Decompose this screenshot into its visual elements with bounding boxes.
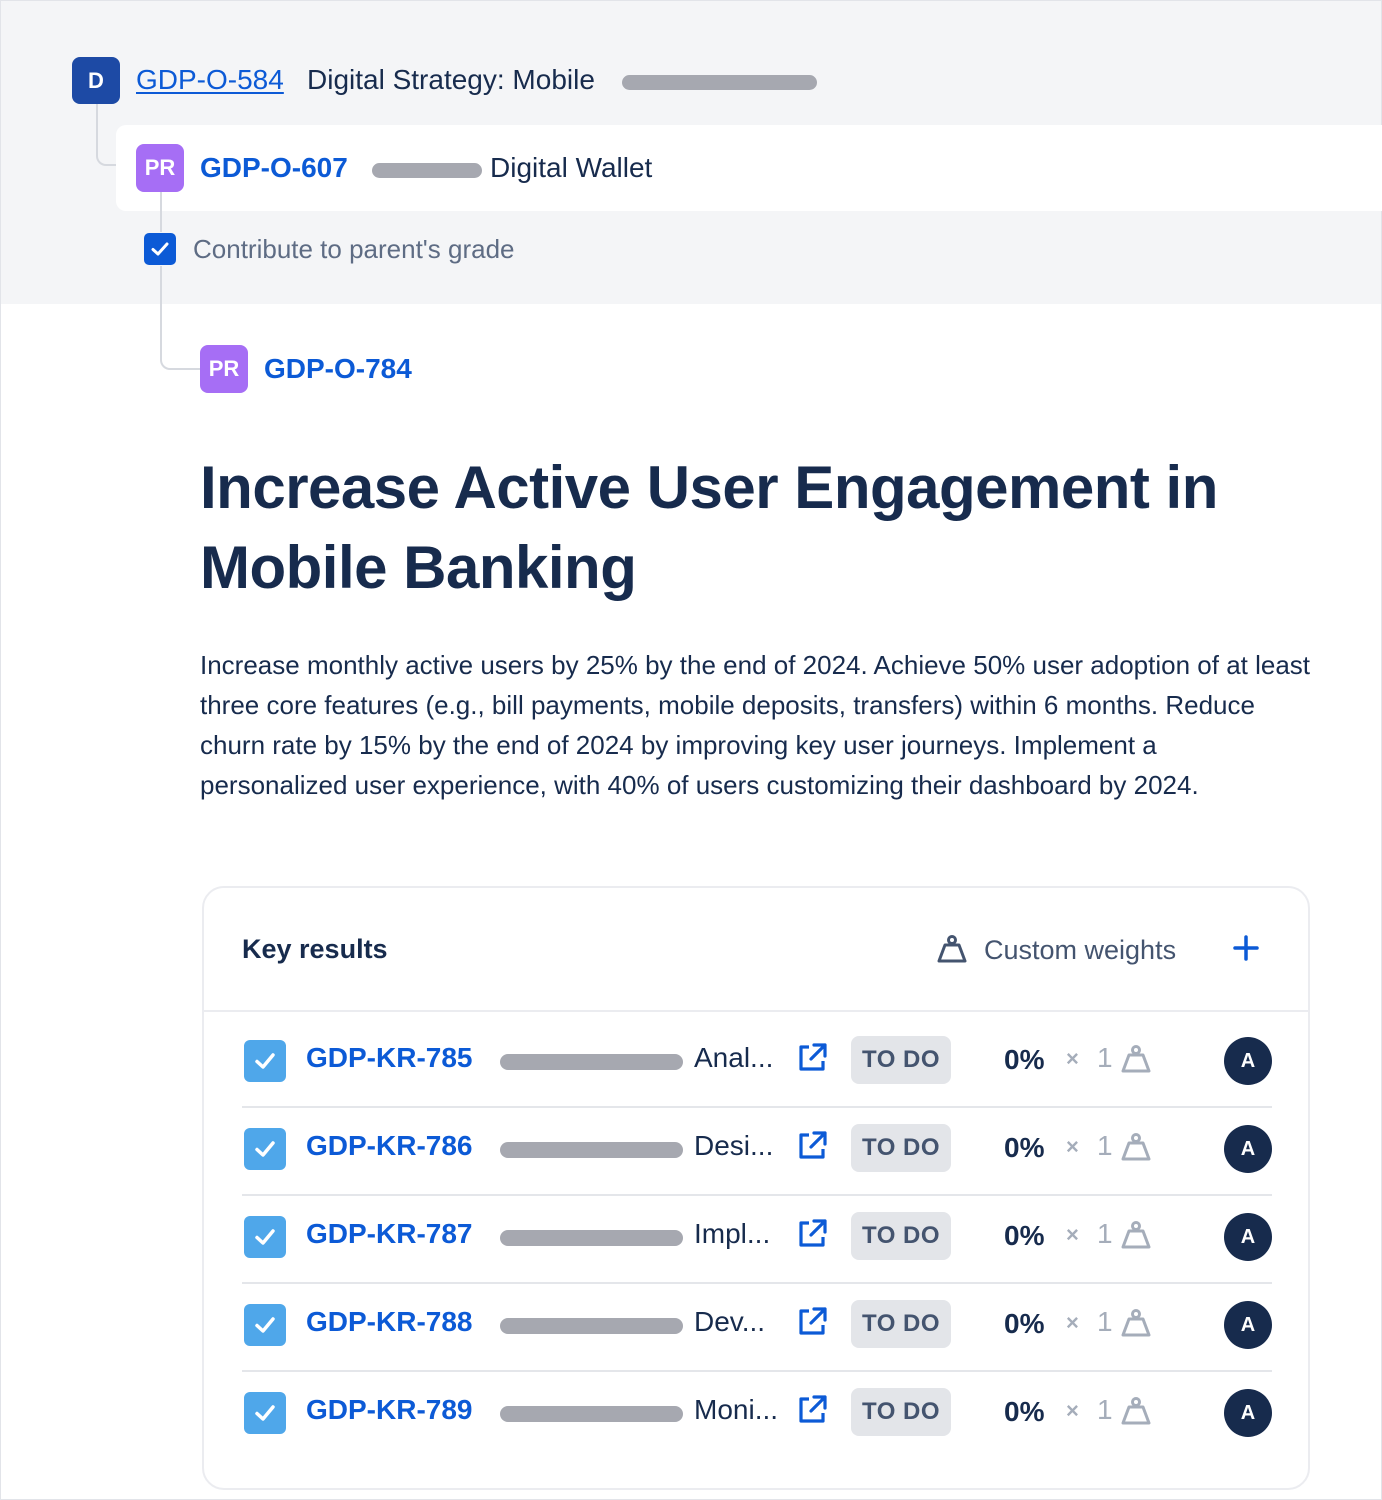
key-result-row[interactable]: GDP-KR-785 Anal... TO DO 0% × 1 A bbox=[242, 1020, 1272, 1108]
key-result-key-link[interactable]: GDP-KR-787 bbox=[306, 1218, 473, 1249]
current-objective-badge: PR bbox=[200, 345, 248, 393]
parent-objective-badge: PR bbox=[136, 144, 184, 192]
redacted-text bbox=[500, 1054, 683, 1070]
key-result-summary: Moni... bbox=[694, 1394, 779, 1425]
key-result-weight[interactable]: 1 bbox=[1097, 1130, 1113, 1161]
root-objective-title: Digital Strategy: Mobile bbox=[307, 64, 595, 95]
weight-icon bbox=[1121, 1397, 1151, 1425]
custom-weights-button[interactable]: Custom weights bbox=[934, 932, 1176, 968]
redacted-text bbox=[500, 1230, 683, 1246]
tree-connector bbox=[160, 266, 200, 370]
key-result-key-link[interactable]: GDP-KR-789 bbox=[306, 1394, 473, 1425]
status-badge[interactable]: TO DO bbox=[851, 1300, 951, 1348]
parent-objective-card[interactable] bbox=[116, 125, 1382, 211]
checkmark-icon bbox=[255, 1053, 275, 1069]
key-result-progress: 0% bbox=[1004, 1132, 1045, 1163]
key-result-checkbox[interactable] bbox=[244, 1040, 286, 1082]
key-result-checkbox[interactable] bbox=[244, 1304, 286, 1346]
root-objective-key-link[interactable]: GDP-O-584 bbox=[136, 64, 284, 95]
key-result-weight[interactable]: 1 bbox=[1097, 1306, 1113, 1337]
checkmark-icon bbox=[255, 1317, 275, 1333]
external-link-icon[interactable] bbox=[794, 1304, 830, 1340]
checkmark-icon bbox=[151, 242, 169, 256]
key-result-checkbox[interactable] bbox=[244, 1392, 286, 1434]
key-result-checkbox[interactable] bbox=[244, 1128, 286, 1170]
tree-connector bbox=[160, 192, 162, 232]
plus-icon bbox=[1233, 935, 1259, 961]
external-link-icon[interactable] bbox=[794, 1040, 830, 1076]
checkmark-icon bbox=[255, 1229, 275, 1245]
key-result-key-link[interactable]: GDP-KR-786 bbox=[306, 1130, 473, 1161]
assignee-avatar[interactable]: A bbox=[1224, 1125, 1272, 1173]
key-result-key-link[interactable]: GDP-KR-785 bbox=[306, 1042, 473, 1073]
key-result-progress: 0% bbox=[1004, 1396, 1045, 1427]
external-link-icon[interactable] bbox=[794, 1128, 830, 1164]
assignee-avatar[interactable]: A bbox=[1224, 1389, 1272, 1437]
key-result-key-link[interactable]: GDP-KR-788 bbox=[306, 1306, 473, 1337]
redacted-text bbox=[500, 1406, 683, 1422]
key-result-progress: 0% bbox=[1004, 1220, 1045, 1251]
assignee-avatar[interactable]: A bbox=[1224, 1213, 1272, 1261]
row-divider bbox=[242, 1282, 1272, 1284]
root-objective-badge: D bbox=[72, 57, 120, 104]
key-result-weight[interactable]: 1 bbox=[1097, 1042, 1113, 1073]
weight-icon bbox=[1121, 1309, 1151, 1337]
key-result-progress: 0% bbox=[1004, 1308, 1045, 1339]
key-result-summary: Anal... bbox=[694, 1042, 774, 1073]
key-result-progress: 0% bbox=[1004, 1044, 1045, 1075]
assignee-avatar[interactable]: A bbox=[1224, 1037, 1272, 1085]
key-result-row[interactable]: GDP-KR-786 Desi... TO DO 0% × 1 A bbox=[242, 1108, 1272, 1196]
key-results-panel: Key results Custom weights GDP-KR-785 An… bbox=[202, 886, 1310, 1490]
status-badge[interactable]: TO DO bbox=[851, 1388, 951, 1436]
multiply-symbol: × bbox=[1066, 1398, 1079, 1423]
multiply-symbol: × bbox=[1066, 1222, 1079, 1247]
parent-objective-title: Digital Wallet bbox=[490, 152, 653, 183]
redacted-text bbox=[500, 1318, 683, 1334]
row-divider bbox=[242, 1194, 1272, 1196]
external-link-icon[interactable] bbox=[794, 1216, 830, 1252]
multiply-symbol: × bbox=[1066, 1310, 1079, 1335]
key-result-row[interactable]: GDP-KR-787 Impl... TO DO 0% × 1 A bbox=[242, 1196, 1272, 1284]
row-divider bbox=[242, 1370, 1272, 1372]
key-result-weight[interactable]: 1 bbox=[1097, 1218, 1113, 1249]
key-result-row[interactable]: GDP-KR-789 Moni... TO DO 0% × 1 A bbox=[242, 1372, 1272, 1460]
checkmark-icon bbox=[255, 1405, 275, 1421]
multiply-symbol: × bbox=[1066, 1046, 1079, 1071]
key-result-summary: Dev... bbox=[694, 1306, 766, 1337]
divider bbox=[204, 1010, 1308, 1012]
key-result-summary: Desi... bbox=[694, 1130, 774, 1161]
status-badge[interactable]: TO DO bbox=[851, 1124, 951, 1172]
status-badge[interactable]: TO DO bbox=[851, 1036, 951, 1084]
key-result-weight[interactable]: 1 bbox=[1097, 1394, 1113, 1425]
objective-title[interactable]: Increase Active User Engagement in Mobil… bbox=[200, 454, 1218, 601]
objective-description[interactable]: Increase monthly active users by 25% by … bbox=[200, 650, 1311, 800]
weight-icon bbox=[1121, 1133, 1151, 1161]
custom-weights-label: Custom weights bbox=[984, 934, 1177, 965]
add-key-result-button[interactable] bbox=[1228, 928, 1264, 968]
redacted-text bbox=[622, 75, 817, 90]
redacted-text bbox=[372, 163, 482, 178]
row-divider bbox=[242, 1106, 1272, 1108]
contribute-checkbox[interactable] bbox=[144, 233, 176, 265]
weight-icon bbox=[937, 935, 967, 963]
key-result-row[interactable]: GDP-KR-788 Dev... TO DO 0% × 1 A bbox=[242, 1284, 1272, 1372]
external-link-icon[interactable] bbox=[794, 1392, 830, 1428]
assignee-avatar[interactable]: A bbox=[1224, 1301, 1272, 1349]
multiply-symbol: × bbox=[1066, 1134, 1079, 1159]
parent-objective-key-link[interactable]: GDP-O-607 bbox=[200, 152, 348, 183]
key-result-summary: Impl... bbox=[694, 1218, 771, 1249]
status-badge[interactable]: TO DO bbox=[851, 1212, 951, 1260]
weight-icon bbox=[1121, 1221, 1151, 1249]
checkmark-icon bbox=[255, 1141, 275, 1157]
key-results-heading: Key results bbox=[242, 934, 388, 964]
key-result-checkbox[interactable] bbox=[244, 1216, 286, 1258]
redacted-text bbox=[500, 1142, 683, 1158]
contribute-label: Contribute to parent's grade bbox=[193, 234, 515, 264]
weight-icon bbox=[1121, 1045, 1151, 1073]
current-objective-key-link[interactable]: GDP-O-784 bbox=[264, 353, 412, 384]
tree-connector bbox=[96, 104, 118, 166]
